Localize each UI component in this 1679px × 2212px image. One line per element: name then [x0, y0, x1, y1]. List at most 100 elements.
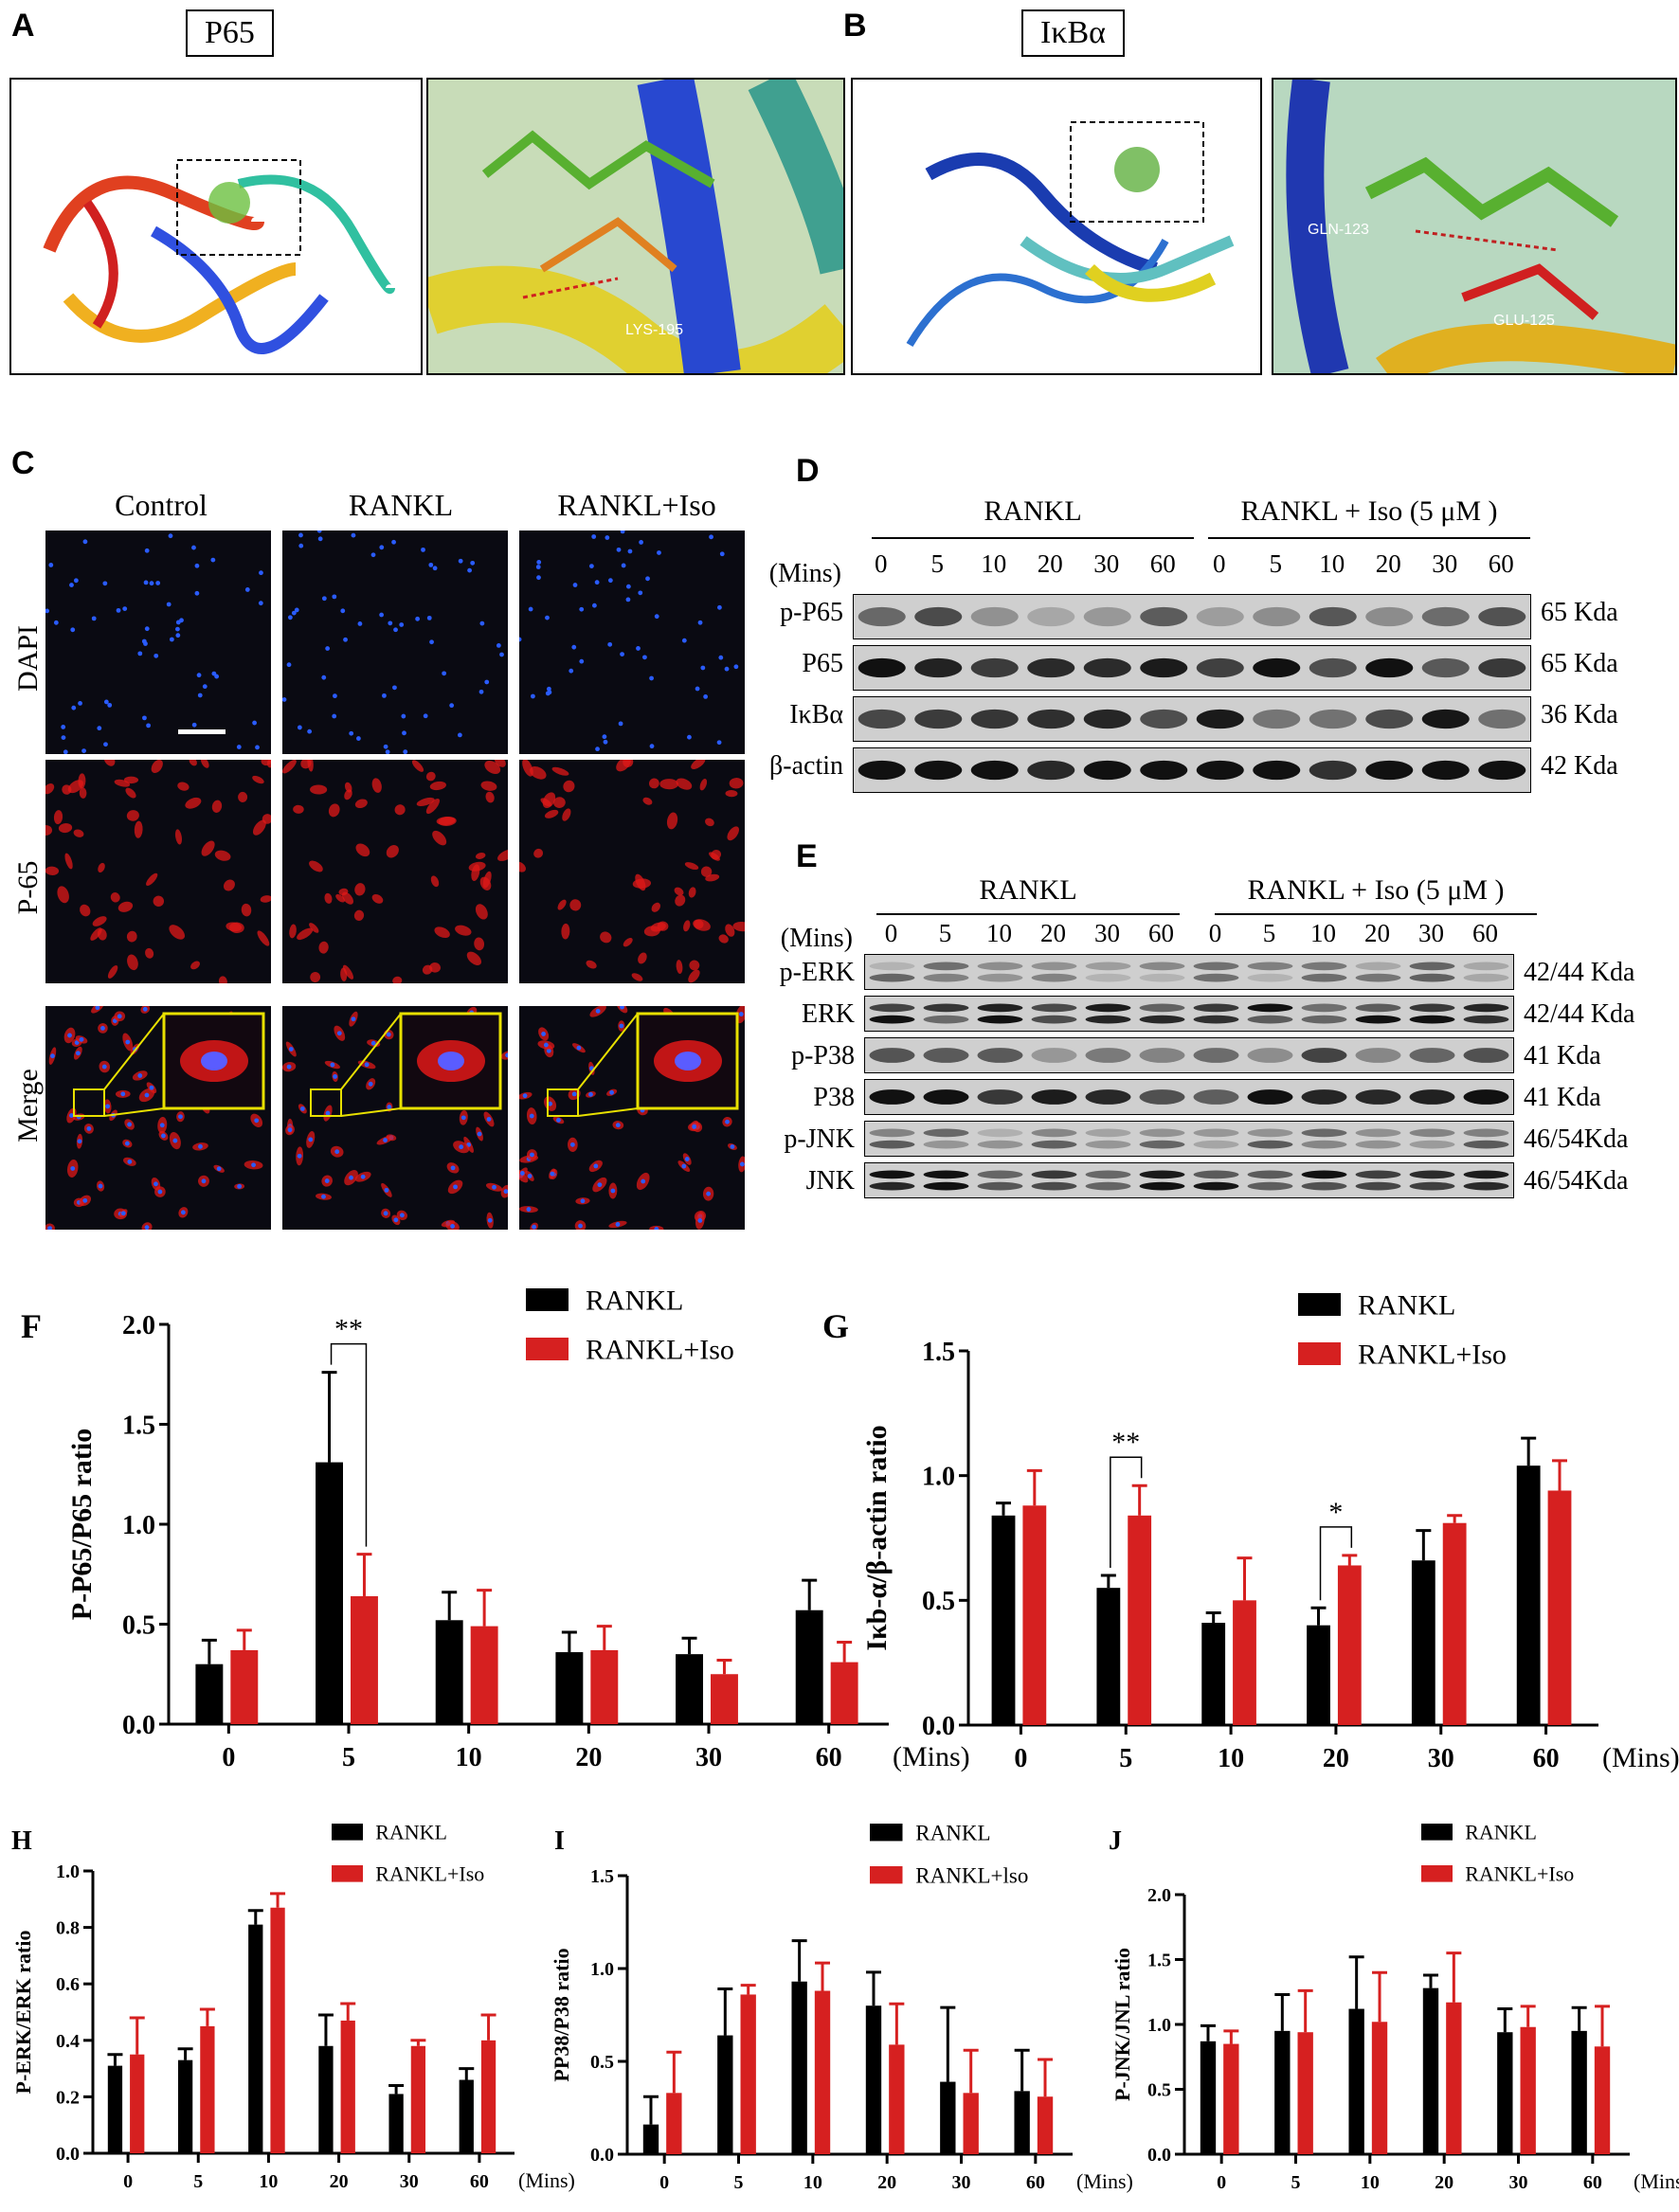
chart-f-bar-0-2	[435, 1620, 463, 1724]
blot-e-lane-1: 5	[938, 919, 952, 947]
chart-g-bar-0-0	[991, 1515, 1016, 1725]
blot-d-lane-2: 10	[981, 549, 1007, 578]
chart-i-xtick-label-0: 0	[659, 2172, 669, 2193]
blot-e-lane-3: 20	[1040, 919, 1066, 947]
chart-j-bar-1-4	[1520, 2026, 1536, 2154]
chart-h-bar-0-3	[318, 2045, 334, 2153]
chart-i-legend-swatch-0	[870, 1824, 903, 1842]
ikba-binding-closeup: GLN-123 GLU-125	[1272, 78, 1677, 375]
blot-e-row-label-3: P38	[813, 1083, 855, 1112]
chart-j-ytick-label-0: 0.0	[1147, 2145, 1171, 2166]
blot-d-lane-3: 20	[1037, 549, 1063, 578]
chart-h-xlabel: (Mins)	[518, 2168, 575, 2192]
chart-g-legend-swatch-1	[1298, 1342, 1341, 1365]
chart-f-legend-swatch-1	[526, 1338, 569, 1360]
chart-j-xlabel: (Mins)	[1634, 2169, 1679, 2193]
chart-i-xtick-label-2: 10	[803, 2172, 822, 2193]
chart-h-bar-0-0	[107, 2065, 123, 2153]
chart-g-ytick-label-1: 0.5	[922, 1587, 955, 1616]
chart-i-ytick-label-1: 0.5	[590, 2052, 614, 2073]
chart-i-ytick-label-2: 1.0	[590, 1959, 614, 1980]
chart-j-legend-swatch-1	[1421, 1865, 1453, 1882]
chart-j-bar-1-0	[1223, 2043, 1239, 2154]
blot-d-blot-strip-0	[853, 594, 1531, 639]
micrograph-merge-1	[282, 1006, 508, 1230]
chart-j-bar-1-3	[1446, 2002, 1462, 2154]
chart-f-xlabel: (Mins)	[893, 1741, 970, 1772]
chart-f-xtick-label-3: 20	[575, 1743, 602, 1772]
chart-i-legend-label-1: RANKL+lso	[915, 1863, 1028, 1887]
chart-f-xtick-label-1: 5	[342, 1743, 355, 1772]
chart-h-bar-1-4	[410, 2045, 426, 2153]
p65-binding-closeup: LYS-195	[426, 78, 845, 375]
chart-g-xlabel: (Mins)	[1602, 1742, 1679, 1773]
chart-h-bar-0-4	[388, 2094, 404, 2153]
chart-f-bar-1-4	[711, 1674, 738, 1724]
chart-h-xtick-label-4: 30	[400, 2171, 419, 2192]
chart-g-ytick-label-3: 1.5	[922, 1338, 955, 1367]
blot-e-blot-strip-0	[864, 954, 1514, 990]
micrograph-p65-2	[519, 760, 745, 983]
chart-f-bar-1-5	[830, 1662, 858, 1724]
blot-e-lane-7: 5	[1262, 919, 1276, 947]
micrograph-dapi-1	[282, 531, 508, 754]
chart-g-ylabel: Iκb-α/β-actin ratio	[861, 1425, 893, 1650]
chart-f-legend-label-1: RANKL+Iso	[586, 1335, 734, 1366]
panel-label-c: C	[11, 445, 35, 481]
chart-i-bar-0-5	[1014, 2091, 1030, 2154]
blot-e-blot-strip-2	[864, 1037, 1514, 1073]
blot-e-size-1: 42/44 Kda	[1524, 999, 1635, 1029]
chart-j-xtick-label-0: 0	[1217, 2172, 1226, 2193]
chart-f-ytick-label-1: 0.5	[122, 1610, 155, 1640]
chart-h-xtick-label-2: 10	[259, 2171, 278, 2192]
blot-d-lane-1: 5	[930, 549, 945, 578]
panel-label-j: J	[1109, 1826, 1122, 1856]
residue-label-glu125: GLU-125	[1493, 313, 1555, 329]
chart-j-ytick-label-3: 1.5	[1147, 1951, 1171, 1971]
micrograph-dapi-2	[519, 531, 745, 754]
blot-d-row-label-3: β-actin	[769, 751, 843, 781]
chart-g-sig-bracket-0	[1110, 1456, 1143, 1568]
micrograph-dapi-0	[45, 531, 271, 754]
blot-e-row-label-1: ERK	[802, 999, 855, 1029]
blot-e-lane-8: 10	[1310, 919, 1336, 947]
blot-d-group-iso-line	[1208, 537, 1530, 539]
panel-label-g: G	[822, 1307, 849, 1345]
micrograph-p65-1	[282, 760, 508, 983]
chart-g-bar-1-3	[1337, 1565, 1362, 1725]
blot-e-lane-6: 0	[1208, 919, 1222, 947]
chart-i-legend-swatch-1	[870, 1866, 903, 1884]
chart-i-bar-0-4	[940, 2081, 956, 2154]
chart-i-ytick-label-3: 1.5	[590, 1866, 614, 1887]
chart-j-xtick-label-4: 30	[1509, 2172, 1528, 2193]
micrograph-merge-2	[519, 1006, 745, 1230]
ikba-structure-image	[851, 78, 1262, 375]
chart-i-bar-1-3	[889, 2044, 905, 2154]
panel-label-a: A	[11, 8, 35, 44]
chart-i-bar-0-2	[791, 1981, 807, 2154]
blot-d-row-label-0: p-P65	[780, 598, 843, 627]
chart-j-xtick-label-3: 20	[1435, 2172, 1453, 2193]
chart-f-xtick-label-4: 30	[695, 1743, 722, 1772]
chart-i-bar-1-4	[963, 2093, 979, 2154]
blot-d-size-3: 42 Kda	[1541, 751, 1618, 781]
chart-h-legend-label-1: RANKL+Iso	[375, 1862, 484, 1886]
blot-e-blot-strip-4	[864, 1121, 1514, 1157]
chart-h-bar-0-2	[248, 1924, 263, 2153]
chart-i-xtick-label-1: 5	[734, 2172, 744, 2193]
blot-d-lane-5: 60	[1149, 549, 1176, 578]
chart-i-ylabel: PP38/P38 ratio	[550, 1948, 573, 2081]
chart-i-bar-0-1	[717, 2035, 733, 2154]
chart-f-xtick-label-2: 10	[456, 1743, 482, 1772]
chart-f-bar-1-3	[590, 1649, 619, 1724]
micrograph-p65-0	[45, 760, 271, 983]
blot-e-row-label-0: p-ERK	[779, 958, 855, 987]
chart-g-legend-label-0: RANKL	[1358, 1290, 1455, 1322]
chart-f-bar-0-5	[795, 1610, 823, 1724]
blot-e-group-rankl-line	[876, 913, 1180, 915]
column-label-control: Control	[115, 488, 208, 522]
chart-j-bar-1-5	[1594, 2046, 1611, 2154]
chart-h-bar-1-3	[340, 2020, 355, 2153]
chart-f-bar-0-4	[676, 1654, 703, 1724]
